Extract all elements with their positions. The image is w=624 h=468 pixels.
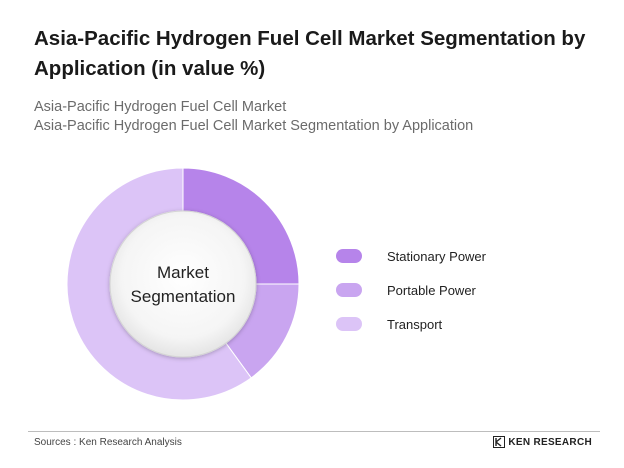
- legend-label: Portable Power: [387, 282, 476, 298]
- legend-item-transport: Transport: [336, 314, 486, 334]
- legend-swatch: [336, 317, 362, 331]
- subtitle-segmentation: Asia-Pacific Hydrogen Fuel Cell Market S…: [34, 118, 474, 134]
- subtitle-market: Asia-Pacific Hydrogen Fuel Cell Market: [34, 99, 287, 115]
- legend-item-stationary-power: Stationary Power: [336, 246, 486, 266]
- subtitle-block: Asia-Pacific Hydrogen Fuel Cell Market A…: [34, 98, 473, 136]
- ken-research-logo-icon: [493, 436, 506, 448]
- brand-logo: KEN RESEARCH: [493, 436, 592, 448]
- donut-slices: [66, 167, 300, 401]
- chart-legend: Stationary Power Portable Power Transpor…: [336, 246, 486, 348]
- donut-center: [109, 210, 257, 358]
- legend-label: Transport: [387, 316, 443, 332]
- legend-swatch: [336, 249, 362, 263]
- brand-name: KEN RESEARCH: [508, 436, 592, 448]
- legend-item-portable-power: Portable Power: [336, 280, 486, 300]
- center-label-line-1: Market: [157, 263, 209, 282]
- footer-divider: [28, 431, 600, 432]
- source-note: Sources : Ken Research Analysis: [34, 437, 182, 448]
- page-title: Asia-Pacific Hydrogen Fuel Cell Market S…: [34, 27, 586, 80]
- legend-label: Stationary Power: [387, 248, 486, 264]
- center-label-line-2: Segmentation: [131, 287, 236, 306]
- legend-swatch: [336, 283, 362, 297]
